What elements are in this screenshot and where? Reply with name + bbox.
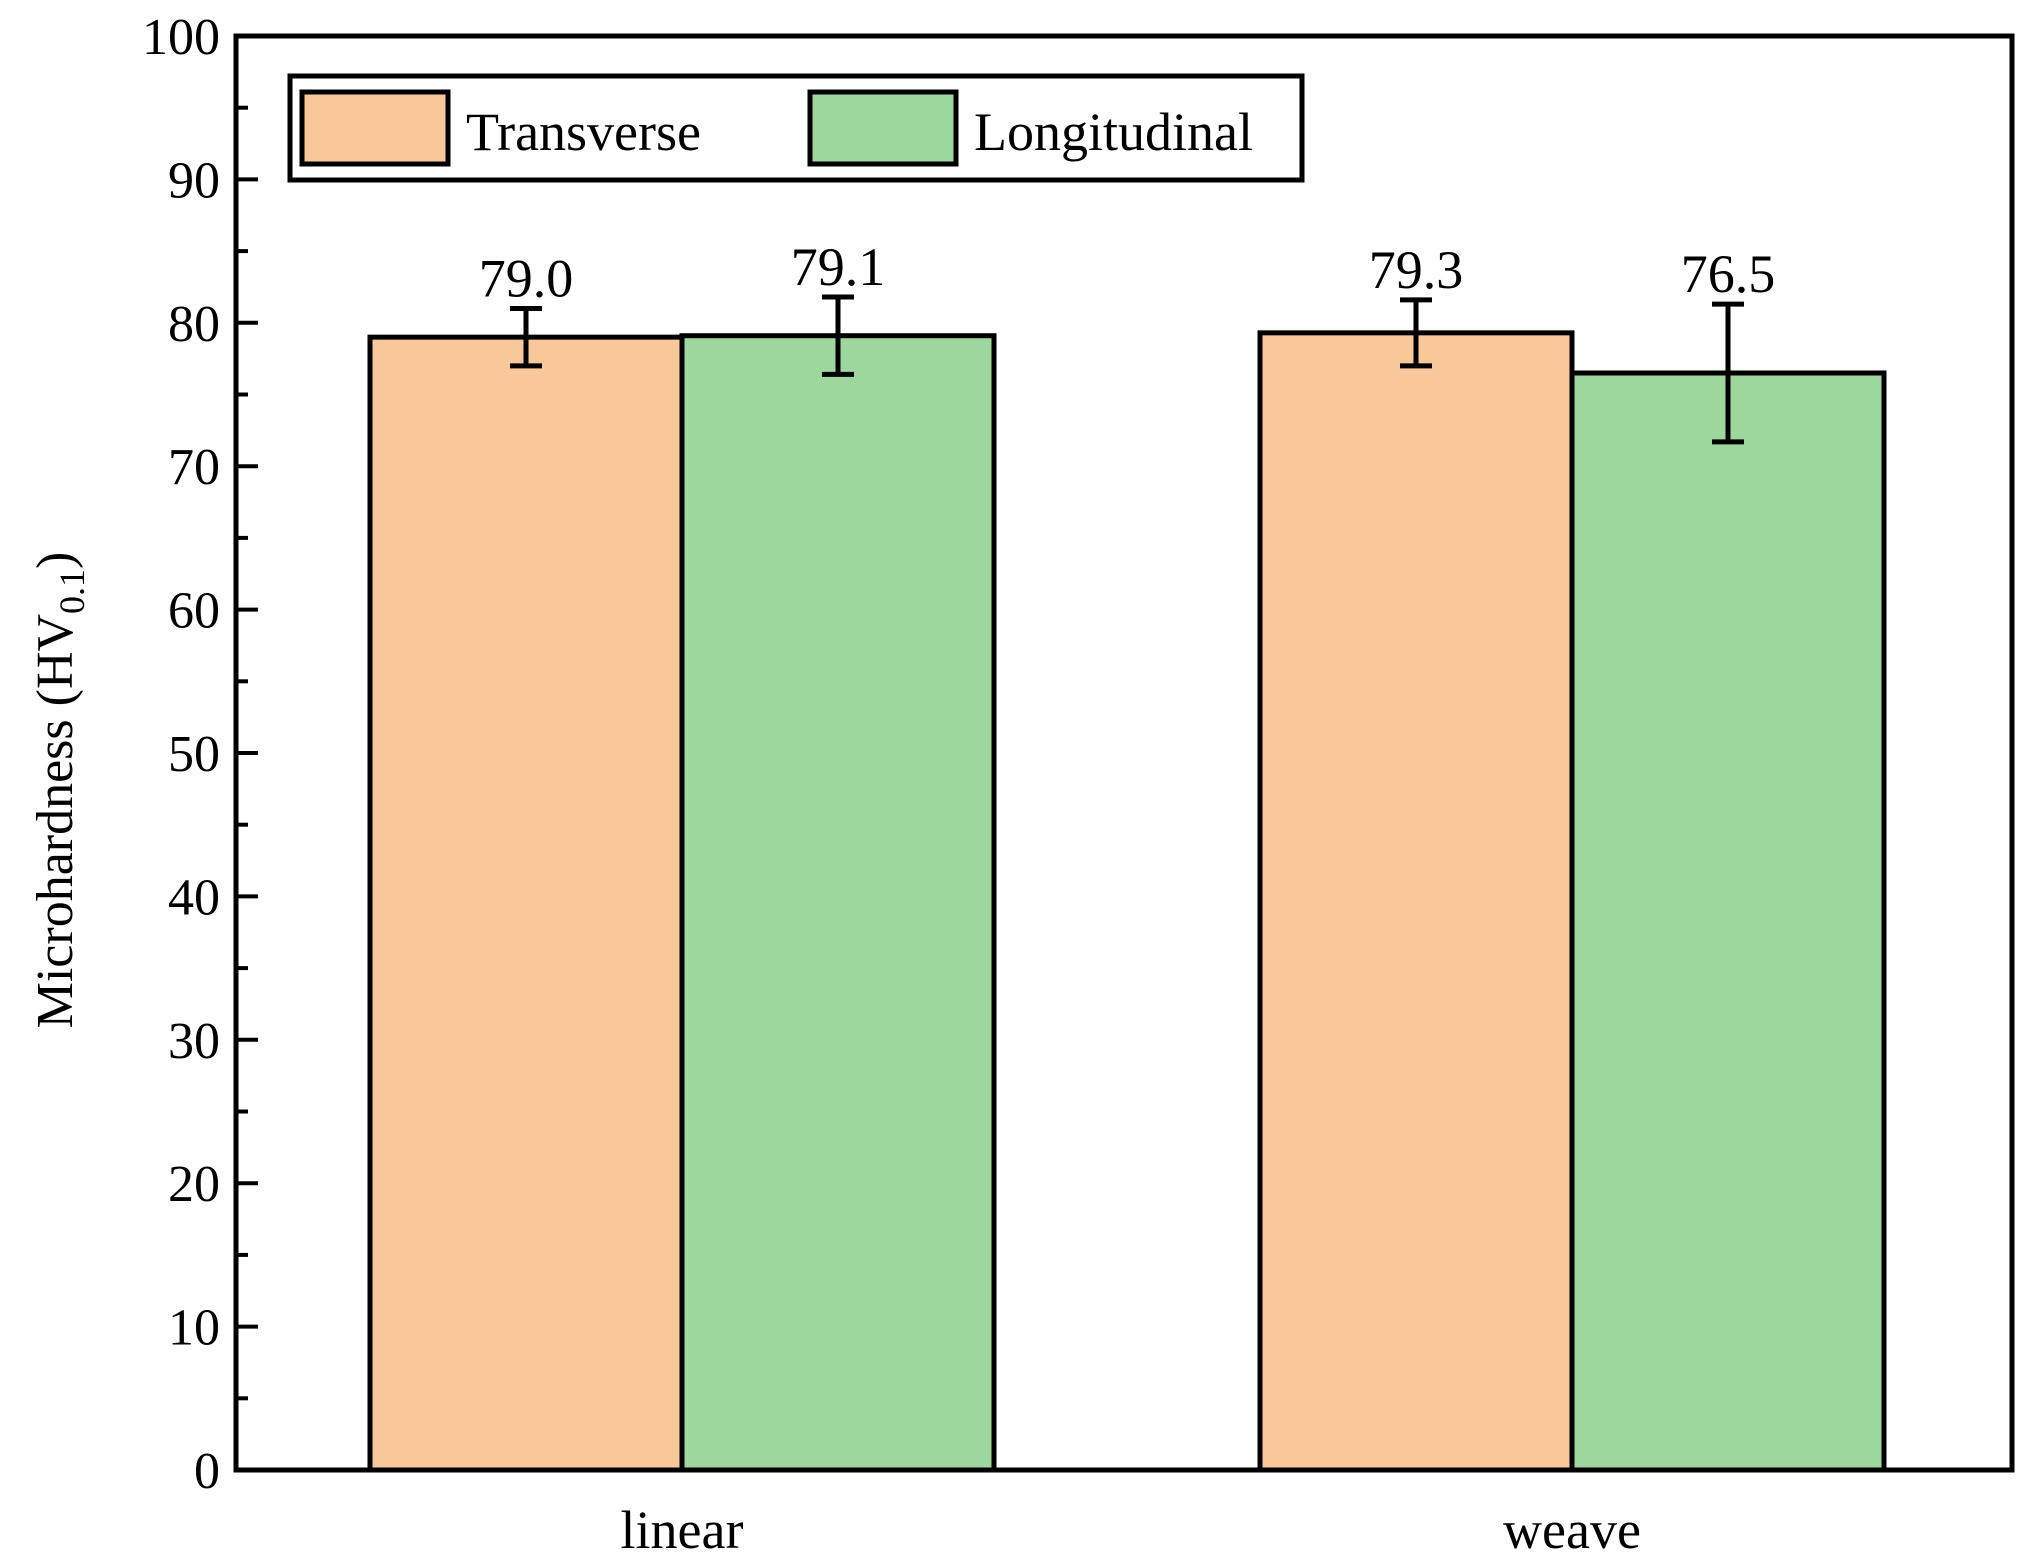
bar-transverse-linear [367, 334, 685, 1473]
y-tick-label-10: 10 [168, 1300, 220, 1357]
y-tick-label-60: 60 [168, 583, 220, 640]
y-axis-label-close: ) [27, 552, 84, 569]
y-tick-label-90: 90 [168, 152, 220, 209]
x-tick-label-linear: linear [621, 1500, 744, 1560]
y-axis-label: Microhardness (HV0.1) [27, 552, 92, 1029]
y-axis-label-subscript: 0.1 [52, 569, 92, 614]
y-tick-label-40: 40 [168, 869, 220, 926]
data-label-transverse-linear: 79.0 [479, 248, 574, 308]
legend: Transverse Longitudinal [287, 73, 1305, 183]
y-tick-label-0: 0 [194, 1443, 220, 1500]
legend-swatch-longitudinal [807, 89, 959, 167]
bars-layer: 79.0 79.1 79.3 76.5 [367, 237, 1887, 1473]
y-tick-label-70: 70 [168, 439, 220, 496]
bar-transverse-weave [1257, 330, 1575, 1473]
y-tick-label-30: 30 [168, 1013, 220, 1070]
data-label-longitudinal-weave: 76.5 [1681, 244, 1776, 304]
legend-box [287, 73, 1305, 183]
data-label-longitudinal-linear: 79.1 [791, 237, 886, 297]
legend-label-transverse: Transverse [466, 102, 701, 162]
data-label-transverse-weave: 79.3 [1369, 240, 1464, 300]
y-tick-label-20: 20 [168, 1156, 220, 1213]
y-tick-label-80: 80 [168, 296, 220, 353]
axes: linear weave 0 10 20 30 40 50 60 70 80 90 100 [142, 9, 2015, 1560]
y-tick-label-100: 100 [142, 9, 220, 66]
y-tick-label-50: 50 [168, 726, 220, 783]
y-axis-label-main: Microhardness (HV [27, 614, 84, 1028]
bar-longitudinal-linear [679, 333, 997, 1473]
legend-label-longitudinal: Longitudinal [974, 102, 1253, 162]
bar-longitudinal-weave [1569, 370, 1887, 1473]
legend-swatch-transverse [299, 89, 451, 167]
x-tick-label-weave: weave [1503, 1500, 1641, 1560]
